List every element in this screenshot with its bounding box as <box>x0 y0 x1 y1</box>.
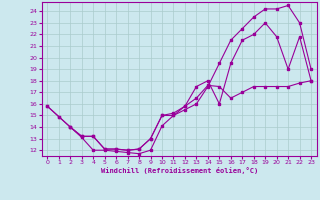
X-axis label: Windchill (Refroidissement éolien,°C): Windchill (Refroidissement éolien,°C) <box>100 167 258 174</box>
